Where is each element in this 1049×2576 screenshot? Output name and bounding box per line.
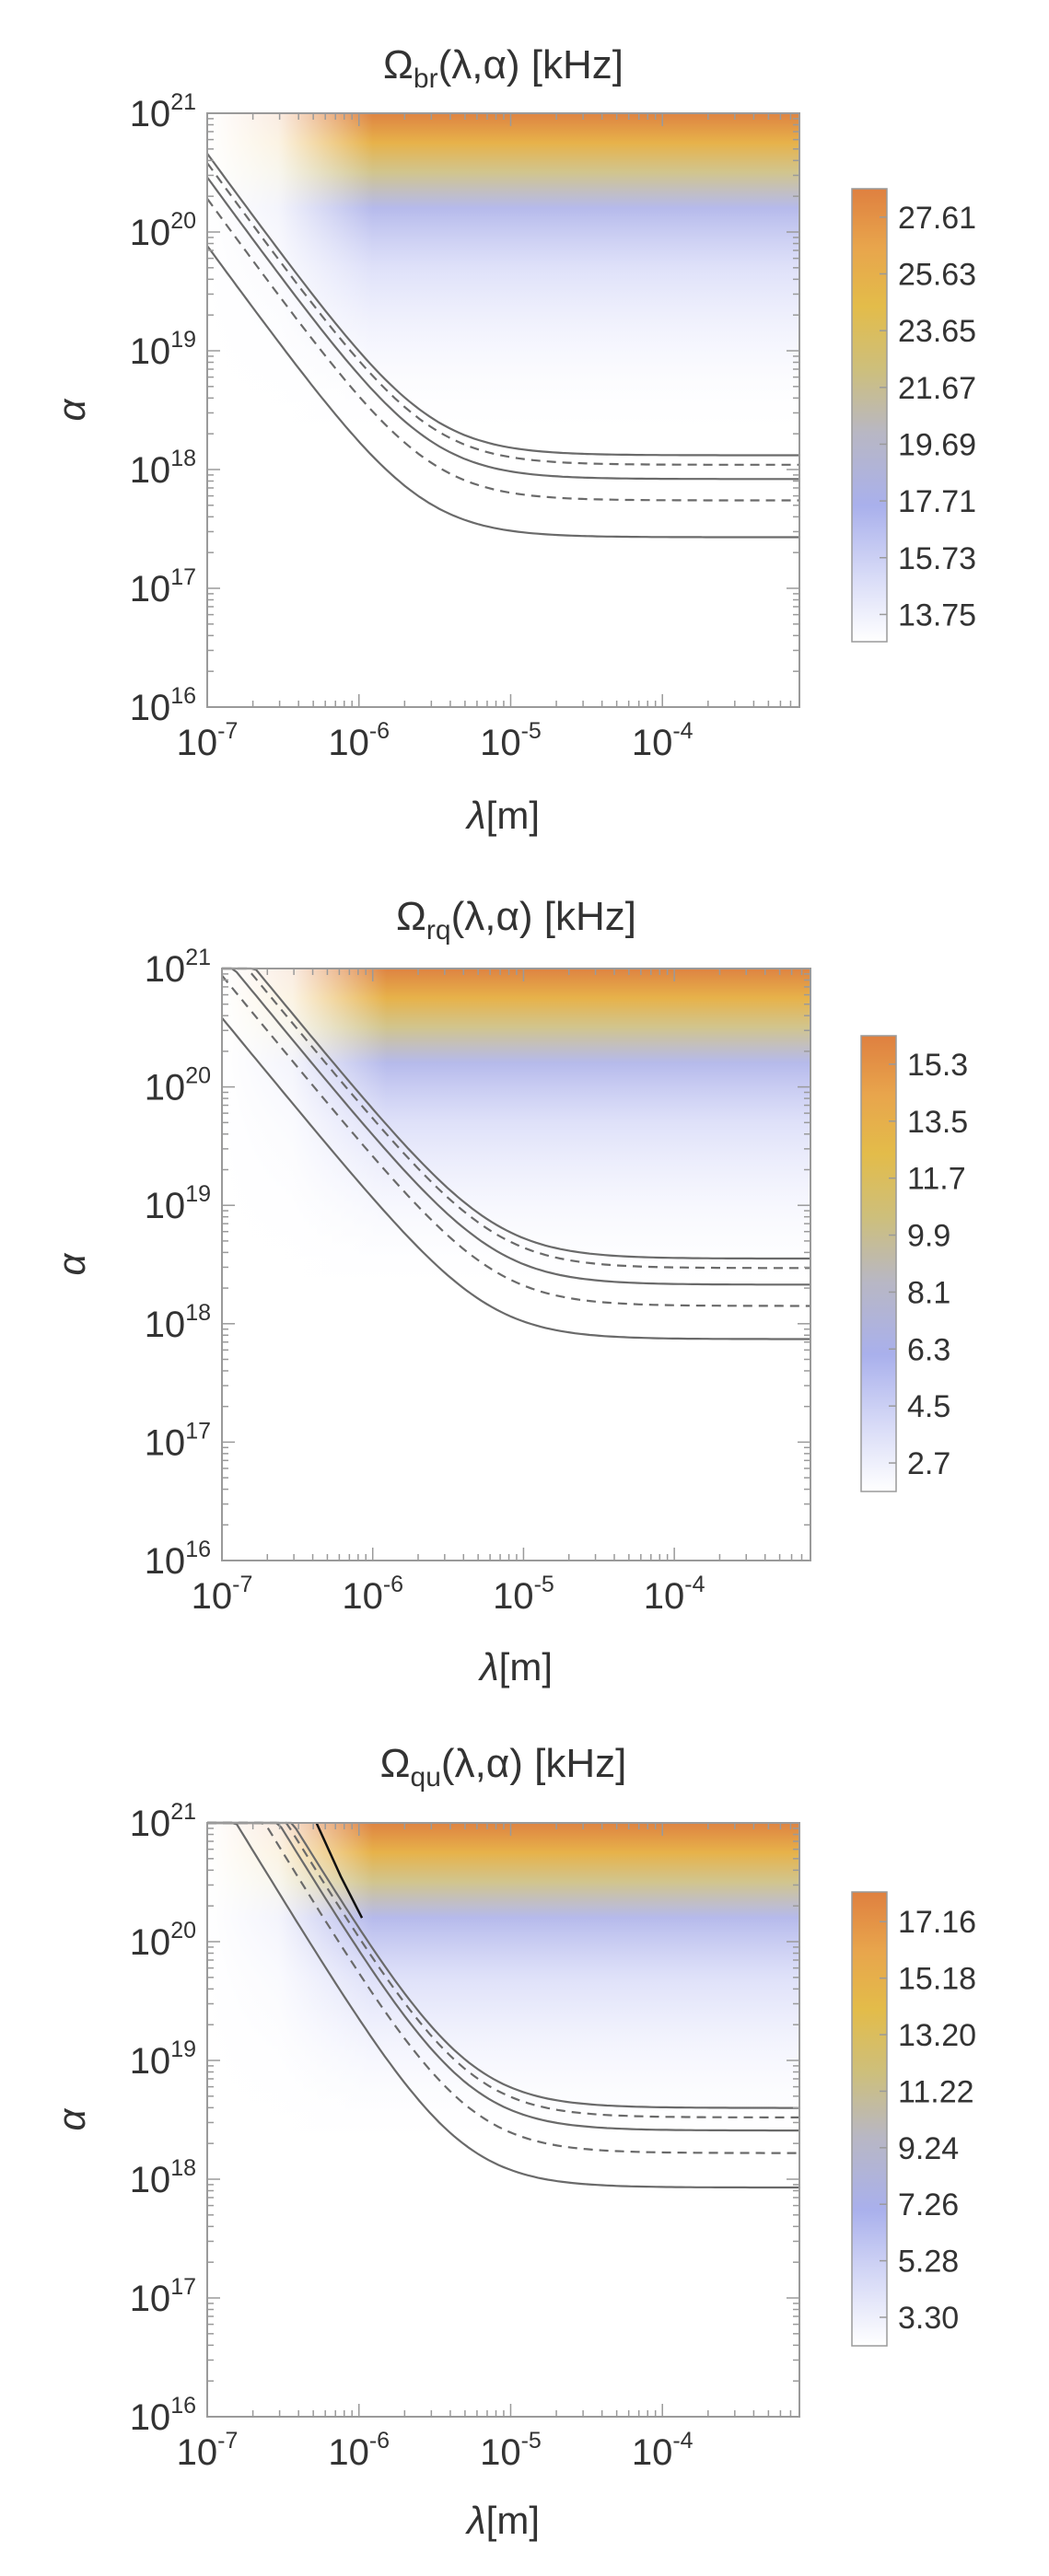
colorbar: 17.16 15.18 13.20 11.22 9.24 7.26 5.28 3.30 [851,1891,976,2347]
contour-3 [207,1821,799,2132]
colorbar-label: 13.20 [898,2018,976,2053]
contour-4 [207,1821,799,2154]
y-axis-label: α [50,2107,93,2130]
colorbar-label: 15.3 [907,1048,968,1083]
x-tick-label: 10-6 [328,718,390,763]
colorbar-label: 17.16 [898,1905,976,1940]
contour-lines [206,153,799,539]
x-axis-label: λ[m] [465,2499,540,2542]
y-tick-label: 1019 [130,327,196,372]
colorbar-label: 9.24 [898,2131,959,2166]
y-tick-label: 1017 [130,564,196,609]
x-axis-label: λ[m] [465,794,540,837]
y-tick-label: 1017 [145,1418,211,1463]
colorbar-label: 4.5 [907,1389,950,1424]
contour-lines [221,967,810,1340]
contour-2 [206,162,799,466]
contour-5 [206,245,799,539]
x-axis-label: λ[m] [478,1645,553,1688]
x-tick-label: 10-7 [192,1572,253,1617]
colorbar-gradient [852,189,887,642]
y-tick-label: 1017 [130,2274,196,2319]
colorbar-label: 13.75 [898,598,976,632]
colorbar-gradient [852,1892,887,2346]
colorbar-label: 13.5 [907,1105,968,1140]
y-tick-label: 1018 [130,2155,196,2200]
contour-3 [222,967,810,1286]
y-tick-label: 1019 [130,2036,196,2082]
colorbar-label: 8.1 [907,1275,950,1310]
contour-2 [207,1821,799,2118]
colorbar: 15.3 13.5 11.7 9.9 8.1 6.3 4.5 2.7 [860,1035,968,1492]
contour-1 [206,153,799,457]
chart-title: Ωqu(λ,α) [kHz] [380,1741,627,1793]
colorbar-label: 3.30 [898,2301,959,2336]
contour-2 [222,967,810,1270]
contour-5 [221,1016,810,1340]
colorbar-label: 21.67 [898,371,976,406]
x-tick-label: 10-7 [177,2428,239,2473]
panel-qu: 10-7 10-6 10-5 10-4 1016 1017 1018 1019 1020 1021… [50,1741,976,2542]
colorbar: 27.61 25.63 23.65 21.67 19.69 17.71 15.73 13.75 [851,188,976,643]
x-tick-label: 10-4 [632,718,694,763]
y-tick-label: 1016 [145,1537,211,1582]
colorbar-label: 15.73 [898,541,976,576]
y-tick-label: 1016 [130,2393,196,2438]
colorbar-label: 5.28 [898,2245,959,2280]
contour-1 [222,967,810,1260]
colorbar-label: 11.7 [907,1162,966,1197]
colorbar-label: 7.26 [898,2187,959,2222]
panels: 10-7 10-6 10-5 10-4 1016 1017 1018 1019 1020 1021… [50,42,976,2542]
x-tick-label: 10-7 [177,718,239,763]
contour-4 [221,974,810,1307]
y-tick-label: 1018 [145,1300,211,1345]
y-tick-label: 1019 [145,1181,211,1226]
contour-4 [206,198,799,502]
colorbar-label: 17.71 [898,484,976,519]
ticks [221,968,811,1561]
y-tick-label: 1020 [130,208,196,253]
x-tick-label: 10-4 [632,2428,694,2473]
x-tick-label: 10-6 [328,2428,390,2473]
y-axis-label: α [50,1252,93,1275]
colorbar-label: 19.69 [898,427,976,462]
y-tick-label: 1018 [130,446,196,491]
colorbar-label: 23.65 [898,314,976,349]
colorbar-label: 27.61 [898,201,976,236]
y-tick-label: 1020 [145,1063,211,1108]
contour-5 [207,1821,799,2189]
x-tick-label: 10-4 [644,1572,705,1617]
x-tick-label: 10-6 [342,1572,403,1617]
contour-lines [207,1821,799,2189]
chart-title: Ωrq(λ,α) [kHz] [396,894,636,946]
heatmap [207,113,799,707]
y-tick-label: 1016 [130,683,196,728]
y-axis-label: α [50,398,93,421]
colorbar-gradient [861,1036,896,1491]
heatmap [207,1823,799,2417]
boundary-line [315,1822,364,1919]
y-tick-label: 1021 [145,945,211,990]
y-tick-label: 1020 [130,1918,196,1963]
heatmap [222,969,810,1561]
y-tick-label: 1021 [130,89,196,134]
panel-br: 10-7 10-6 10-5 10-4 1016 1017 1018 1019 1020 1021… [50,42,976,837]
contour-3 [206,176,799,481]
ticks [206,112,800,708]
x-tick-label: 10-5 [480,718,542,763]
x-tick-label: 10-5 [493,1572,554,1617]
x-tick-label: 10-5 [480,2428,542,2473]
ticks [206,1822,800,2418]
y-tick-label: 1021 [130,1799,196,1844]
colorbar-label: 9.9 [907,1219,950,1254]
colorbar-label: 25.63 [898,257,976,292]
colorbar-label: 15.18 [898,1962,976,1997]
panel-rq: 10-7 10-6 10-5 10-4 1016 1017 1018 1019 1020 1021… [50,894,968,1688]
chart-title: Ωbr(λ,α) [kHz] [383,42,624,94]
colorbar-label: 2.7 [907,1446,950,1481]
colorbar-label: 11.22 [898,2074,974,2109]
contour-1 [207,1821,799,2109]
colorbar-label: 6.3 [907,1332,950,1367]
